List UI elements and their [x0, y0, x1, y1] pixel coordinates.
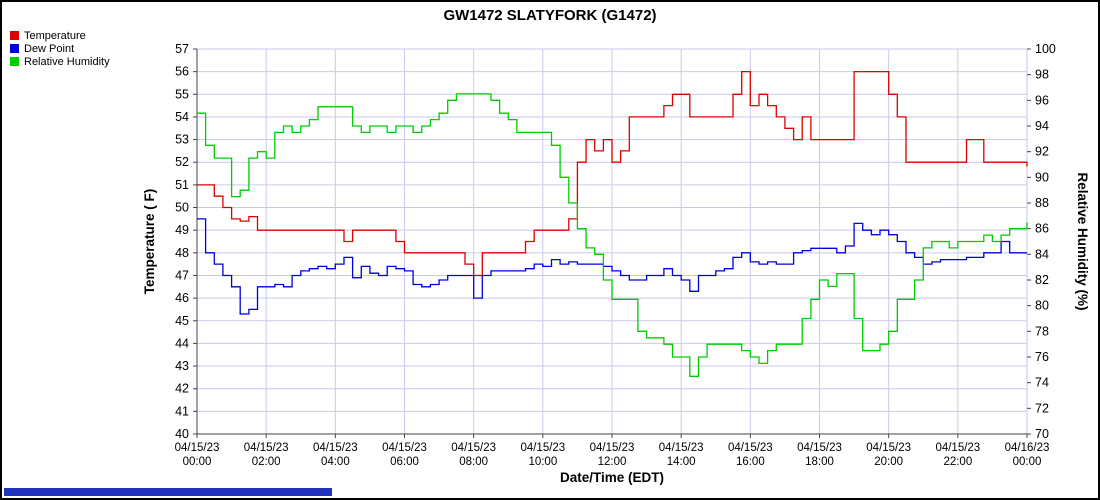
left-tick-label: 45: [175, 314, 189, 328]
x-tick-time-label: 20:00: [874, 456, 903, 468]
x-tick-time-label: 16:00: [736, 456, 765, 468]
right-tick-label: 70: [1035, 427, 1049, 441]
left-tick-label: 48: [175, 246, 189, 260]
x-tick-time-label: 22:00: [943, 456, 972, 468]
right-tick-label: 96: [1035, 93, 1049, 107]
left-axis-title: Temperature ( F): [142, 189, 157, 295]
x-tick-date-label: 04/15/23: [797, 442, 842, 454]
x-tick-date-label: 04/15/23: [728, 442, 773, 454]
x-tick-date-label: 04/16/23: [1005, 442, 1050, 454]
left-tick-label: 55: [175, 87, 189, 101]
right-tick-label: 84: [1035, 247, 1049, 261]
x-tick-date-label: 04/15/23: [590, 442, 635, 454]
right-tick-label: 94: [1035, 119, 1049, 133]
x-tick-time-label: 14:00: [667, 456, 696, 468]
x-tick-time-label: 08:00: [459, 456, 488, 468]
x-axis-title: Date/Time (EDT): [560, 470, 664, 485]
legend-item-relative-humidity: Relative Humidity: [10, 55, 110, 68]
left-tick-label: 54: [175, 110, 189, 124]
right-tick-label: 88: [1035, 196, 1049, 210]
x-tick-date-label: 04/15/23: [313, 442, 358, 454]
chart-title: GW1472 SLATYFORK (G1472): [443, 7, 657, 24]
left-tick-label: 57: [175, 42, 189, 56]
temperature-line: [197, 70, 1028, 277]
legend-label-relative-humidity: Relative Humidity: [24, 55, 110, 68]
x-tick-date-label: 04/15/23: [244, 442, 289, 454]
x-tick-time-label: 18:00: [805, 456, 834, 468]
left-tick-label: 49: [175, 223, 189, 237]
right-tick-label: 76: [1035, 350, 1049, 364]
legend-label-dew-point: Dew Point: [24, 42, 75, 55]
left-tick-label: 43: [175, 359, 189, 373]
x-tick-time-label: 00:00: [1013, 456, 1042, 468]
left-tick-label: 44: [175, 336, 189, 350]
left-tick-label: 51: [175, 178, 189, 192]
x-tick-time-label: 12:00: [598, 456, 627, 468]
left-tick-label: 46: [175, 291, 189, 305]
bottom-taskbar-fragment: [4, 488, 332, 496]
x-tick-time-label: 02:00: [252, 456, 281, 468]
temperature-swatch-icon: [10, 31, 19, 40]
legend-label-temperature: Temperature: [24, 29, 86, 42]
x-tick-time-label: 00:00: [183, 456, 212, 468]
right-tick-label: 86: [1035, 222, 1049, 236]
left-tick-label: 50: [175, 201, 189, 215]
dew-point-swatch-icon: [10, 44, 19, 53]
relative-humidity-line: [197, 93, 1028, 377]
right-tick-label: 100: [1035, 42, 1056, 56]
right-tick-label: 72: [1035, 401, 1049, 415]
x-tick-date-label: 04/15/23: [520, 442, 565, 454]
right-tick-label: 82: [1035, 273, 1049, 287]
left-tick-label: 47: [175, 268, 189, 282]
left-tick-label: 52: [175, 155, 189, 169]
x-tick-date-label: 04/15/23: [866, 442, 911, 454]
x-tick-date-label: 04/15/23: [935, 442, 980, 454]
left-tick-label: 53: [175, 133, 189, 147]
x-tick-time-label: 06:00: [390, 456, 419, 468]
left-tick-label: 41: [175, 404, 189, 418]
right-tick-label: 78: [1035, 324, 1049, 338]
x-tick-date-label: 04/15/23: [451, 442, 496, 454]
x-tick-date-label: 04/15/23: [659, 442, 704, 454]
legend: Temperature Dew Point Relative Humidity: [10, 29, 110, 68]
right-tick-label: 74: [1035, 376, 1049, 390]
right-tick-label: 92: [1035, 145, 1049, 159]
legend-item-temperature: Temperature: [10, 29, 110, 42]
x-tick-date-label: 04/15/23: [175, 442, 220, 454]
x-tick-time-label: 04:00: [321, 456, 350, 468]
left-tick-label: 40: [175, 427, 189, 441]
left-tick-label: 42: [175, 382, 189, 396]
left-tick-label: 56: [175, 65, 189, 79]
x-tick-date-label: 04/15/23: [382, 442, 427, 454]
legend-item-dew-point: Dew Point: [10, 42, 110, 55]
right-tick-label: 98: [1035, 68, 1049, 82]
right-axis-title: Relative Humidity (%): [1075, 172, 1090, 310]
x-tick-time-label: 10:00: [528, 456, 557, 468]
right-tick-label: 90: [1035, 170, 1049, 184]
right-tick-label: 80: [1035, 299, 1049, 313]
relative-humidity-swatch-icon: [10, 57, 19, 66]
